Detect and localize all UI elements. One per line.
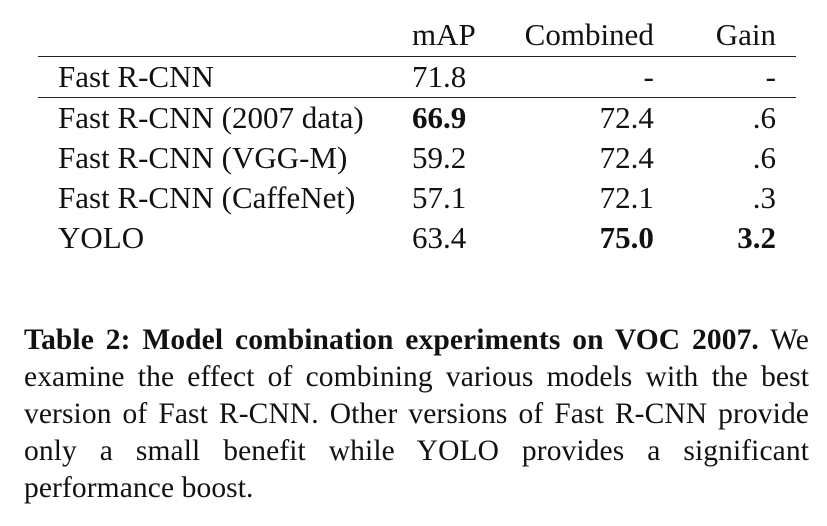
cell-map: 59.2: [412, 140, 467, 175]
results-table-container: mAP Combined Gain Fast R-CNN 71.8 - - Fa…: [38, 14, 796, 258]
cell-model: Fast R-CNN (2007 data): [58, 100, 364, 135]
table-row: Fast R-CNN (CaffeNet) 57.1 72.1 .3: [38, 178, 796, 218]
table-header-row: mAP Combined Gain: [38, 14, 796, 57]
table-row: Fast R-CNN (VGG-M) 59.2 72.4 .6: [38, 138, 796, 178]
cell-map: 71.8: [404, 56, 500, 98]
caption-body: We examine the effect of combining vario…: [24, 324, 809, 504]
header-model: [38, 14, 405, 57]
cell-combined: 72.4: [599, 100, 654, 135]
model-combination-table: mAP Combined Gain Fast R-CNN 71.8 - - Fa…: [38, 14, 796, 258]
cell-combined: 72.1: [599, 180, 654, 215]
cell-gain: .6: [752, 140, 776, 175]
cell-map: 57.1: [412, 180, 467, 215]
cell-combined: -: [499, 56, 697, 98]
table-row: YOLO 63.4 75.0 3.2: [38, 218, 796, 258]
header-gain: Gain: [696, 14, 796, 57]
header-combined: Combined: [499, 14, 697, 57]
cell-model: Fast R-CNN: [38, 56, 405, 98]
cell-model: Fast R-CNN (VGG-M): [58, 140, 348, 175]
cell-combined: 72.4: [599, 140, 654, 175]
header-map: mAP: [404, 14, 500, 57]
cell-map-best: 66.9: [412, 100, 467, 135]
cell-model: Fast R-CNN (CaffeNet): [58, 180, 356, 215]
table-row: Fast R-CNN 71.8 - -: [38, 56, 796, 98]
cell-gain-best: 3.2: [737, 220, 776, 255]
cell-gain: .6: [752, 100, 776, 135]
cell-combined-best: 75.0: [599, 220, 654, 255]
table-caption: Table 2: Model combination experiments o…: [24, 322, 809, 507]
cell-gain: -: [696, 56, 796, 98]
cell-gain: .3: [752, 180, 776, 215]
cell-model: YOLO: [58, 220, 145, 255]
cell-map: 63.4: [412, 220, 467, 255]
caption-title: Table 2: Model combination experiments o…: [24, 324, 759, 356]
table-row: Fast R-CNN (2007 data) 66.9 72.4 .6: [38, 98, 796, 139]
